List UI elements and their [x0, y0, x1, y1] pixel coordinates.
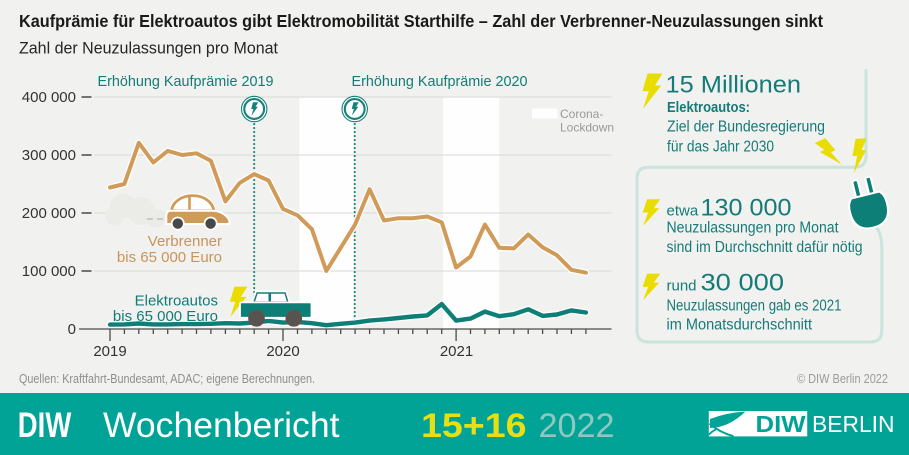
svg-text:Erhöhung Kaufprämie 2019: Erhöhung Kaufprämie 2019 — [98, 73, 274, 90]
svg-text:bis 65 000 Euro: bis 65 000 Euro — [117, 249, 222, 266]
svg-text:etwa: etwa — [667, 203, 699, 220]
svg-text:rund: rund — [667, 278, 697, 295]
svg-text:BERLIN: BERLIN — [812, 411, 895, 437]
svg-text:2020: 2020 — [266, 343, 299, 360]
svg-text:300 000: 300 000 — [22, 147, 76, 164]
svg-text:im Monatsdurchschnitt: im Monatsdurchschnitt — [667, 317, 813, 334]
svg-text:2019: 2019 — [93, 343, 126, 360]
svg-text:Erhöhung Kaufprämie 2020: Erhöhung Kaufprämie 2020 — [352, 73, 528, 90]
svg-text:15+16: 15+16 — [421, 407, 527, 445]
svg-text:DIW: DIW — [18, 406, 72, 445]
svg-text:bis 65 000 Euro: bis 65 000 Euro — [113, 308, 218, 325]
svg-text:Verbrenner: Verbrenner — [148, 233, 222, 250]
svg-text:für das Jahr 2030: für das Jahr 2030 — [667, 138, 774, 155]
svg-text:30 000: 30 000 — [701, 270, 785, 297]
svg-text:DIW: DIW — [756, 411, 806, 437]
svg-text:Wochenbericht: Wochenbericht — [103, 406, 340, 445]
svg-text:Zahl der Neuzulassungen pro Mo: Zahl der Neuzulassungen pro Monat — [19, 38, 278, 57]
svg-text:0: 0 — [68, 321, 76, 338]
svg-text:Quellen: Kraftfahrt-Bundesamt,: Quellen: Kraftfahrt-Bundesamt, ADAC; eig… — [19, 372, 315, 386]
svg-text:200 000: 200 000 — [22, 205, 76, 222]
svg-text:Neuzulassungen pro Monat: Neuzulassungen pro Monat — [667, 220, 840, 237]
svg-text:Kaufprämie für Elektroautos gi: Kaufprämie für Elektroautos gibt Elektro… — [19, 11, 823, 31]
svg-text:Lockdown: Lockdown — [560, 120, 614, 134]
svg-text:© DIW Berlin 2022: © DIW Berlin 2022 — [797, 372, 888, 386]
svg-text:130 000: 130 000 — [701, 195, 792, 222]
svg-text:Elektroautos:: Elektroautos: — [667, 99, 750, 116]
svg-text:2022: 2022 — [539, 407, 615, 445]
svg-text:15 Millionen: 15 Millionen — [666, 72, 802, 99]
svg-text:2021: 2021 — [440, 343, 473, 360]
svg-text:400 000: 400 000 — [22, 89, 76, 106]
svg-text:sind im Durchschnitt dafür nöt: sind im Durchschnitt dafür nötig — [667, 239, 863, 256]
svg-text:Ziel der Bundesregierung: Ziel der Bundesregierung — [667, 118, 825, 135]
svg-text:Elektroautos: Elektroautos — [135, 292, 218, 309]
svg-text:Corona-: Corona- — [560, 107, 603, 121]
svg-text:100 000: 100 000 — [22, 263, 76, 280]
svg-text:Neuzulassungen gab es 2021: Neuzulassungen gab es 2021 — [667, 298, 842, 315]
